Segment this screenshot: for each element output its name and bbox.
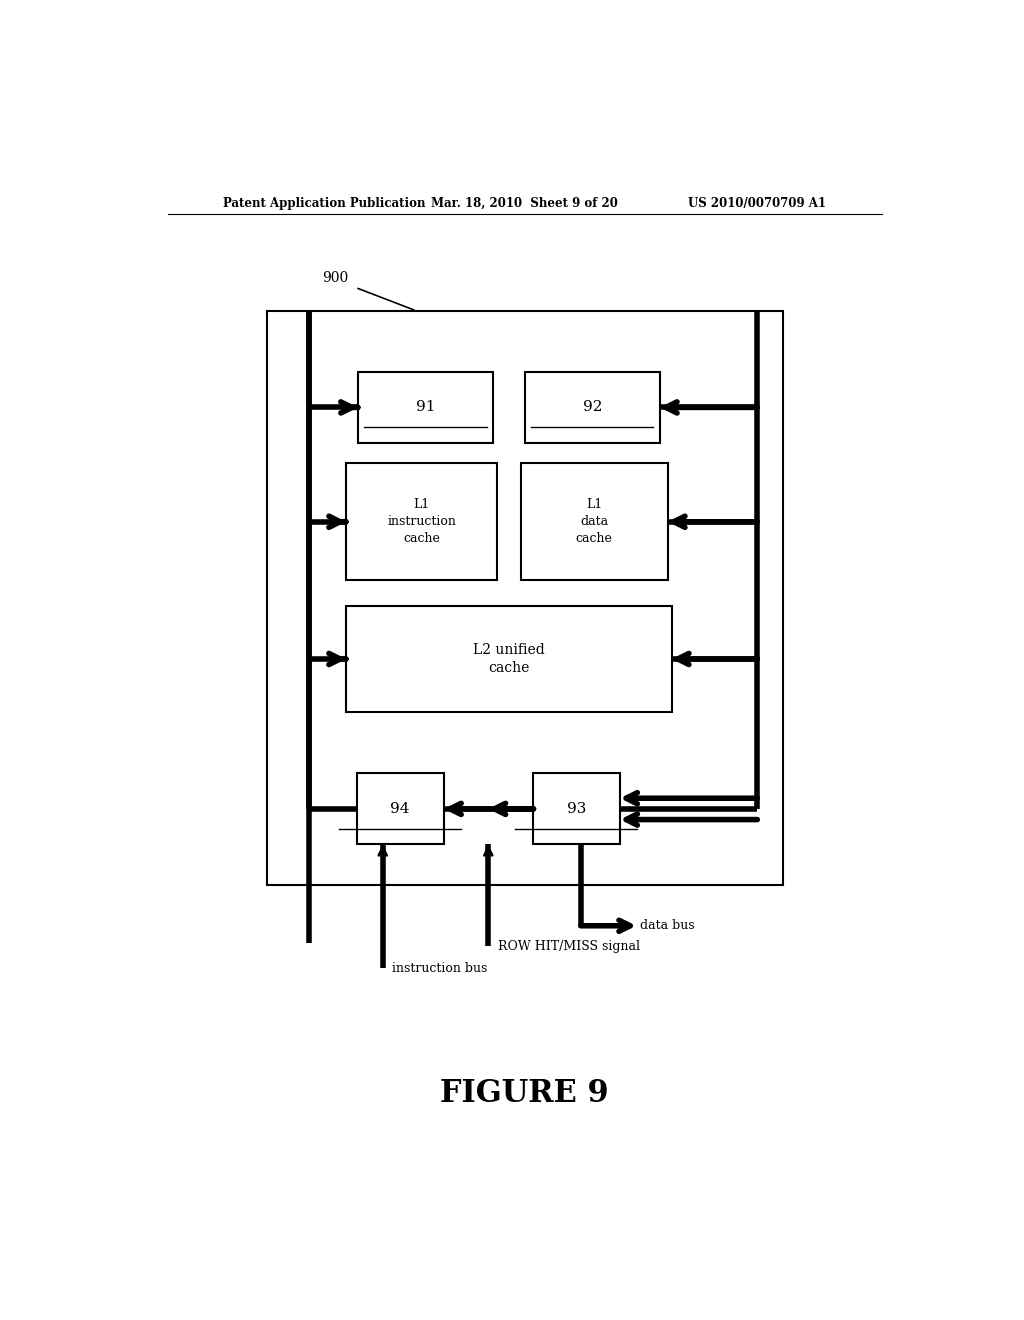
Text: 94: 94: [390, 801, 410, 816]
Text: data bus: data bus: [640, 919, 695, 932]
Text: ROW HIT/MISS signal: ROW HIT/MISS signal: [498, 940, 640, 953]
Text: US 2010/0070709 A1: US 2010/0070709 A1: [688, 197, 826, 210]
Bar: [346, 463, 497, 581]
Text: L1
instruction
cache: L1 instruction cache: [387, 498, 456, 545]
Bar: [358, 372, 494, 444]
Bar: [356, 774, 443, 845]
Text: 93: 93: [566, 801, 586, 816]
Text: Patent Application Publication: Patent Application Publication: [223, 197, 426, 210]
Text: 92: 92: [583, 400, 602, 414]
Text: 91: 91: [416, 400, 435, 414]
Text: 900: 900: [323, 272, 349, 285]
Text: L1
data
cache: L1 data cache: [575, 498, 612, 545]
Text: Mar. 18, 2010  Sheet 9 of 20: Mar. 18, 2010 Sheet 9 of 20: [431, 197, 618, 210]
Text: instruction bus: instruction bus: [392, 962, 487, 975]
Text: L2 unified
cache: L2 unified cache: [473, 643, 545, 675]
Bar: [521, 463, 668, 581]
Bar: [524, 372, 659, 444]
Bar: [267, 312, 782, 886]
Bar: [532, 774, 621, 845]
Text: FIGURE 9: FIGURE 9: [440, 1078, 609, 1109]
Bar: [346, 606, 672, 713]
